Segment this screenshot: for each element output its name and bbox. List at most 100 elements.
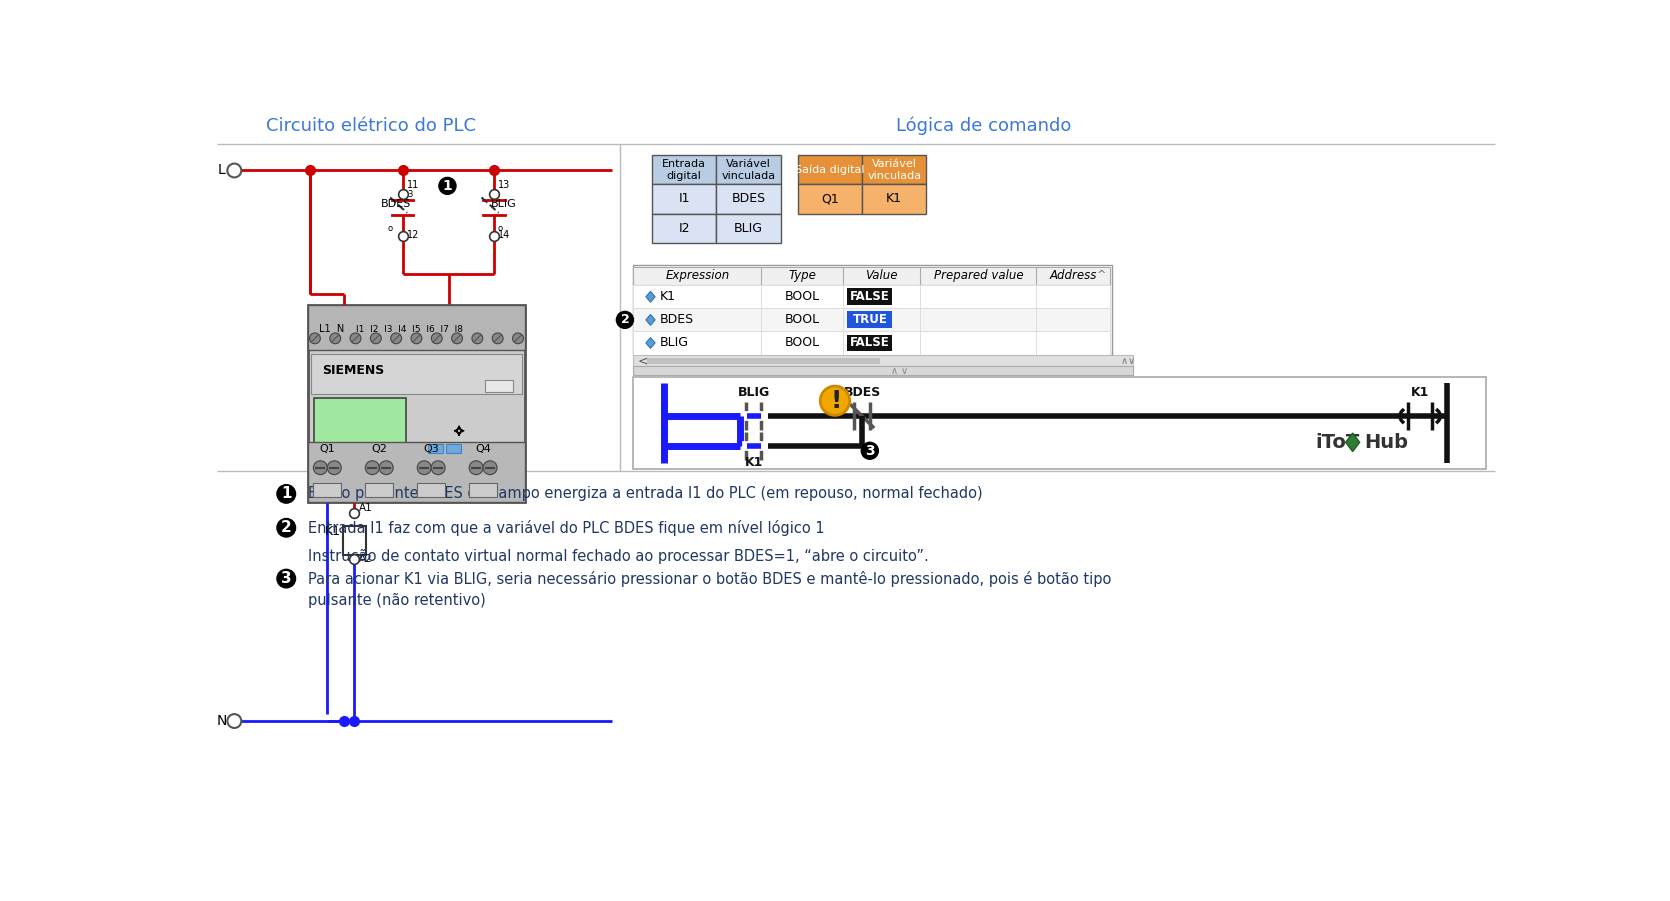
Text: Q2: Q2: [371, 444, 387, 454]
Bar: [847, 288, 892, 305]
Text: N: N: [217, 714, 227, 728]
Circle shape: [309, 333, 321, 344]
Circle shape: [820, 387, 850, 415]
Circle shape: [371, 333, 381, 344]
Text: 1: 1: [281, 487, 292, 501]
Text: Saída digital: Saída digital: [795, 165, 865, 175]
Text: Prepared value: Prepared value: [934, 269, 1024, 283]
Bar: [418, 483, 446, 497]
Text: FALSE: FALSE: [850, 290, 890, 304]
Text: 2: 2: [621, 314, 630, 326]
Bar: [798, 155, 862, 185]
Bar: [862, 185, 927, 214]
Polygon shape: [646, 291, 655, 302]
Bar: [633, 377, 1486, 469]
Text: K1: K1: [1411, 387, 1430, 399]
Circle shape: [431, 460, 446, 475]
Circle shape: [473, 333, 483, 344]
Text: Entrada
digital: Entrada digital: [663, 159, 706, 181]
Bar: [847, 312, 892, 328]
Text: !: !: [830, 389, 842, 414]
Circle shape: [391, 333, 401, 344]
Text: K1: K1: [660, 290, 676, 304]
Text: Variável
vinculada: Variável vinculada: [721, 159, 775, 181]
Circle shape: [513, 333, 523, 344]
Circle shape: [277, 519, 296, 537]
Text: ∧: ∧: [1121, 356, 1127, 366]
Text: K1: K1: [326, 524, 341, 538]
Text: 1: 1: [443, 179, 453, 193]
Circle shape: [469, 460, 483, 475]
Bar: [633, 265, 1112, 354]
Bar: [798, 185, 862, 214]
Text: FALSE: FALSE: [850, 336, 890, 350]
Text: ∧: ∧: [892, 366, 898, 376]
Bar: [633, 286, 1111, 308]
Text: BLIG: BLIG: [491, 199, 516, 209]
Text: BOOL: BOOL: [785, 290, 820, 304]
Text: <: <: [638, 354, 648, 368]
Text: BOOL: BOOL: [785, 314, 820, 326]
Text: iToT: iToT: [1316, 432, 1359, 451]
Circle shape: [277, 569, 296, 587]
Text: o: o: [498, 224, 503, 233]
Text: Hub: Hub: [1364, 432, 1408, 451]
Text: BOOL: BOOL: [785, 336, 820, 350]
Text: L1  N: L1 N: [319, 324, 344, 334]
Circle shape: [329, 333, 341, 344]
Text: K1: K1: [887, 193, 902, 205]
Bar: [651, 155, 716, 185]
Polygon shape: [646, 338, 655, 349]
Text: Instrução de contato virtual normal fechado ao processar BDES=1, “abre o circuit: Instrução de contato virtual normal fech…: [307, 550, 1111, 608]
Text: I1: I1: [678, 193, 690, 205]
Text: 11: 11: [407, 180, 419, 190]
Bar: [428, 444, 443, 453]
Bar: [651, 185, 716, 214]
Circle shape: [327, 460, 341, 475]
Circle shape: [493, 333, 503, 344]
Text: Q4: Q4: [476, 444, 491, 454]
Circle shape: [862, 442, 878, 460]
Text: 3: 3: [865, 444, 875, 458]
Text: Botão pulsante BDES de campo energiza a entrada I1 do PLC (em repouso, normal fe: Botão pulsante BDES de campo energiza a …: [307, 487, 982, 501]
Bar: [716, 214, 780, 243]
Circle shape: [616, 312, 633, 328]
Text: Value: Value: [865, 269, 898, 283]
Text: 12: 12: [407, 231, 419, 241]
Circle shape: [314, 460, 327, 475]
Text: Type: Type: [788, 269, 817, 283]
Text: Q3: Q3: [423, 444, 439, 454]
Text: ^: ^: [1097, 269, 1106, 280]
Text: SIEMENS: SIEMENS: [322, 364, 384, 377]
Bar: [484, 380, 513, 392]
Text: K1: K1: [745, 456, 763, 469]
Text: o: o: [387, 224, 392, 233]
Text: BDES: BDES: [731, 193, 765, 205]
Bar: [847, 334, 892, 351]
Circle shape: [366, 460, 379, 475]
Circle shape: [439, 177, 456, 195]
Circle shape: [451, 333, 463, 344]
Text: L: L: [219, 163, 225, 177]
Circle shape: [483, 460, 498, 475]
Circle shape: [379, 460, 392, 475]
Text: 14: 14: [498, 231, 509, 241]
Circle shape: [351, 333, 361, 344]
Bar: [366, 483, 392, 497]
Text: BLIG: BLIG: [738, 387, 770, 399]
Circle shape: [431, 333, 443, 344]
Text: 3: 3: [407, 190, 412, 198]
Text: 3: 3: [281, 571, 292, 586]
Bar: [633, 332, 1111, 354]
Bar: [469, 483, 498, 497]
Circle shape: [227, 714, 240, 728]
Bar: [311, 354, 521, 394]
Bar: [633, 355, 1134, 366]
Text: A1: A1: [359, 503, 372, 513]
Text: BDES: BDES: [660, 314, 695, 326]
Bar: [307, 441, 524, 502]
Circle shape: [411, 333, 423, 344]
Bar: [446, 444, 461, 453]
Bar: [314, 483, 341, 497]
Text: Expression: Expression: [665, 269, 730, 283]
